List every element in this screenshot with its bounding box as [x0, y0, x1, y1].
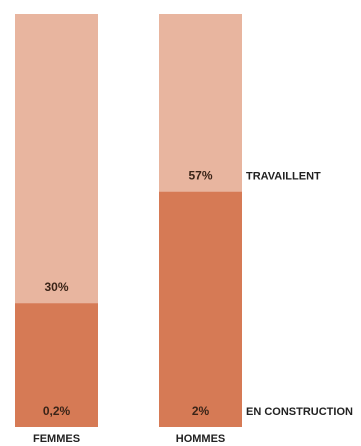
legend-label-travaillent: TRAVAILLENT — [246, 171, 321, 183]
category-label-femmes: FEMMES — [33, 433, 80, 445]
bar-hommes-en-construction — [159, 191, 242, 427]
data-label-hommes-en-construction: 2% — [192, 404, 210, 418]
bar-hommes-travaillent — [159, 14, 242, 192]
legend-label-en-construction: EN CONSTRUCTION — [246, 406, 353, 418]
data-label-femmes-travaillent: 30% — [44, 280, 68, 294]
bar-femmes-en-construction — [15, 303, 98, 427]
data-label-femmes-en-construction: 0,2% — [43, 404, 71, 418]
category-label-hommes: HOMMES — [176, 433, 226, 445]
bar-femmes-travaillent — [15, 14, 98, 304]
data-label-hommes-travaillent: 57% — [188, 169, 212, 183]
